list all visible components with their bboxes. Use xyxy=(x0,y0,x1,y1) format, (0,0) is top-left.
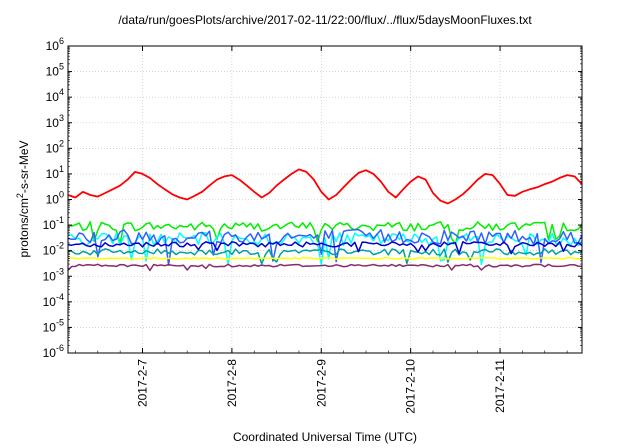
y-tick-exponent: 0 xyxy=(59,190,64,200)
x-tick-label: 2017-2-11 xyxy=(493,359,507,413)
series-line-6 xyxy=(67,256,583,260)
x-tick-label: 2017-2-9 xyxy=(314,359,328,407)
y-tick-label: 10-3 xyxy=(43,266,64,283)
y-tick-base: 10 xyxy=(46,141,60,155)
y-tick-label: 105 xyxy=(46,62,64,79)
y-tick-base: 10 xyxy=(43,218,57,232)
y-tick-exponent: -5 xyxy=(56,317,64,327)
y-tick-exponent: -3 xyxy=(56,266,64,276)
series-line-5 xyxy=(67,248,583,265)
x-tick-label: 2017-2-10 xyxy=(404,359,418,414)
y-tick-base: 10 xyxy=(43,346,57,360)
y-tick-label: 10-1 xyxy=(43,215,64,232)
y-axis-label-superscript: 2 xyxy=(15,193,25,198)
series-line-2 xyxy=(67,232,583,266)
y-tick-base: 10 xyxy=(46,116,60,130)
y-tick-base: 10 xyxy=(43,320,57,334)
series-line-7 xyxy=(67,263,583,272)
y-tick-label: 10-6 xyxy=(43,343,64,360)
y-tick-base: 10 xyxy=(43,269,57,283)
y-tick-label: 106 xyxy=(46,36,64,53)
series-group xyxy=(67,168,583,272)
y-axis-label-suffix: -s-sr-MeV xyxy=(17,140,31,193)
y-tick-exponent: 2 xyxy=(59,138,64,148)
series-line-3 xyxy=(67,228,583,267)
y-tick-exponent: 5 xyxy=(59,62,64,72)
plot-frame xyxy=(67,45,583,354)
y-tick-exponent: 3 xyxy=(59,113,64,123)
y-tick-label: 10-4 xyxy=(43,292,64,309)
y-tick-exponent: 4 xyxy=(59,87,64,97)
series-line-1 xyxy=(67,221,583,245)
y-tick-base: 10 xyxy=(46,65,60,79)
y-tick-base: 10 xyxy=(46,39,60,53)
y-tick-label: 10-2 xyxy=(43,241,64,258)
y-tick-base: 10 xyxy=(43,295,57,309)
y-tick-label: 104 xyxy=(46,87,64,104)
y-tick-exponent: -6 xyxy=(56,343,64,353)
y-tick-base: 10 xyxy=(46,193,60,207)
series-line-4 xyxy=(67,241,583,255)
y-tick-base: 10 xyxy=(46,167,60,181)
y-tick-label: 103 xyxy=(46,113,64,130)
series-line-0 xyxy=(67,168,583,205)
x-axis-label: Coordinated Universal Time (UTC) xyxy=(233,430,417,444)
y-tick-exponent: -2 xyxy=(56,241,64,251)
y-axis-ticks: 10-610-510-410-310-210-11001011021031041… xyxy=(43,36,582,360)
y-tick-label: 10-5 xyxy=(43,317,64,334)
y-tick-exponent: -4 xyxy=(56,292,64,302)
grid-lines xyxy=(68,46,582,353)
x-axis-ticks: 2017-2-7 2017-2-8 2017-2-9 2017-2-10 2017-2-… xyxy=(75,46,568,414)
y-tick-exponent: 1 xyxy=(59,164,64,174)
chart-title: /data/run/goesPlots/archive/2017-02-11/2… xyxy=(118,13,532,27)
y-axis-label: protons/cm2-s-sr-MeV xyxy=(15,140,31,257)
y-tick-base: 10 xyxy=(43,244,57,258)
y-tick-label: 100 xyxy=(46,190,64,207)
x-tick-label: 2017-2-8 xyxy=(225,359,239,407)
y-tick-label: 101 xyxy=(46,164,64,181)
y-axis-label-prefix: protons/cm xyxy=(17,198,31,257)
y-tick-label: 102 xyxy=(46,138,64,155)
y-tick-base: 10 xyxy=(46,90,60,104)
y-tick-exponent: 6 xyxy=(59,36,64,46)
y-tick-exponent: -1 xyxy=(56,215,64,225)
x-tick-label: 2017-2-7 xyxy=(135,359,149,407)
